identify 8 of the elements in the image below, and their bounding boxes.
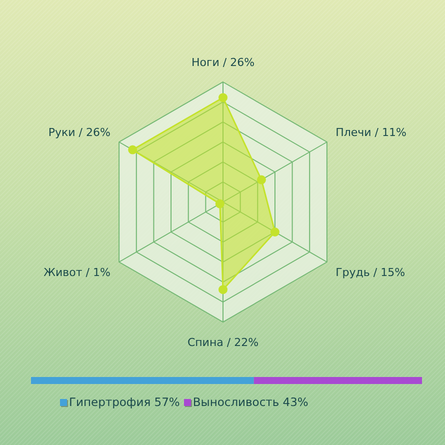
spoke-label: Грудь / 15% — [336, 266, 406, 278]
spoke-label: Живот / 1% — [44, 266, 110, 278]
spoke-label: Плечи / 11% — [336, 126, 406, 138]
legend-label: Гипертрофия 57% — [69, 395, 180, 409]
spoke-label: Спина / 22% — [187, 336, 259, 348]
legend-label: Выносливость 43% — [192, 395, 308, 409]
spoke-label: Ноги / 26% — [191, 56, 255, 68]
spoke-label: Руки / 26% — [48, 126, 110, 138]
